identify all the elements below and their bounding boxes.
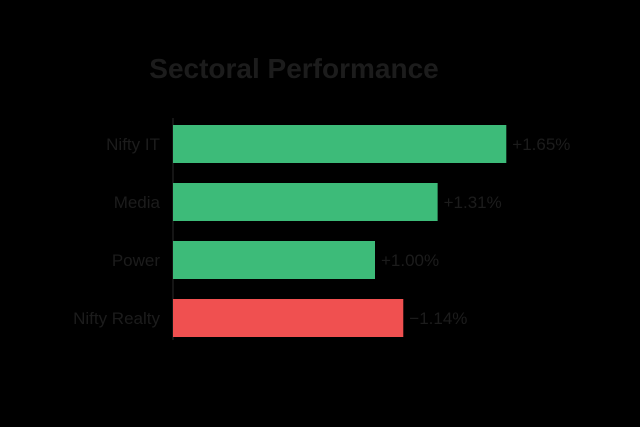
bar <box>173 299 404 337</box>
value-label: +1.00% <box>381 251 439 270</box>
value-label: +1.65% <box>512 135 570 154</box>
category-label: Nifty Realty <box>73 309 160 328</box>
value-label: −1.14% <box>409 309 467 328</box>
chart-title: Sectoral Performance <box>149 53 438 84</box>
bar <box>173 183 438 221</box>
category-label: Nifty IT <box>106 135 160 154</box>
category-label: Power <box>112 251 161 270</box>
bar <box>173 241 375 279</box>
bar <box>173 125 507 163</box>
value-label: +1.31% <box>444 193 502 212</box>
category-label: Media <box>114 193 161 212</box>
bars-group: Nifty IT +1.65% Media +1.31% Power +1.00% Nift… <box>73 125 570 337</box>
